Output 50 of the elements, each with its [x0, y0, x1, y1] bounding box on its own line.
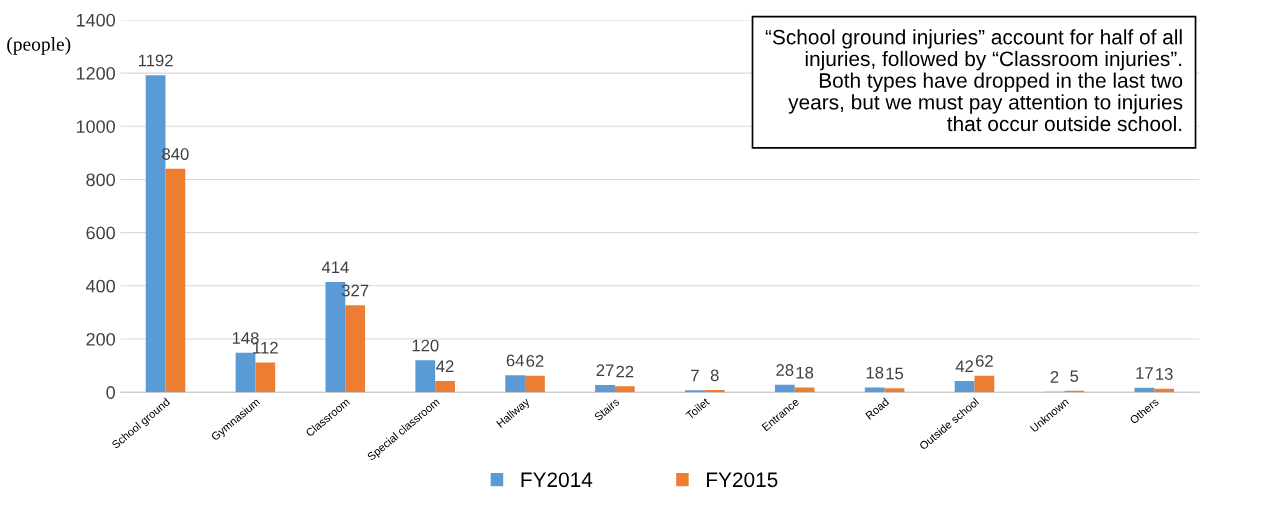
y-axis-title: (people)	[7, 37, 71, 55]
bar	[864, 387, 885, 393]
data-label: 42	[436, 360, 454, 373]
bar	[435, 381, 455, 393]
bar	[794, 387, 815, 393]
data-label: 62	[975, 355, 993, 367]
bar	[345, 305, 366, 393]
bar	[255, 362, 276, 393]
bar	[614, 386, 635, 393]
bar	[954, 381, 975, 393]
bar	[884, 388, 905, 393]
y-tick-label: 600	[86, 226, 115, 240]
data-label: 13	[1156, 368, 1173, 380]
y-tick-label: 1000	[76, 120, 115, 133]
data-label: 2	[1050, 371, 1059, 383]
bar	[704, 390, 725, 393]
bar	[974, 375, 995, 393]
legend-label: FY2015	[707, 472, 778, 488]
data-label: 18	[866, 366, 884, 379]
bar	[595, 385, 615, 393]
data-label: 7	[691, 369, 699, 382]
bar	[415, 360, 436, 393]
bar	[165, 168, 186, 393]
bar	[505, 375, 526, 393]
y-tick-label: 800	[86, 173, 115, 187]
y-tick-label: 400	[85, 279, 115, 293]
data-label: 62	[526, 355, 544, 367]
data-label: 5	[1070, 370, 1079, 383]
data-label: 8	[710, 369, 719, 382]
data-label: 18	[796, 366, 814, 379]
bar	[525, 375, 545, 393]
data-label: 28	[776, 364, 794, 376]
data-label: 414	[321, 261, 349, 274]
y-tick-label: 0	[106, 386, 115, 399]
data-label: 22	[616, 365, 634, 378]
annotation: “School ground injuries” account for half of all injuries, followed by “Classroom injuries”. Both types have dropped in the last two years, but we must pay attention to injuries that occur outside school.	[765, 29, 1183, 132]
bar	[774, 384, 795, 393]
bar	[235, 352, 256, 393]
data-label: 27	[596, 364, 614, 376]
data-label: 17	[1136, 367, 1153, 379]
data-label: 15	[886, 367, 904, 380]
y-tick-label: 1400	[76, 13, 115, 27]
y-tick-label: 200	[86, 332, 115, 346]
y-tick-label: 1200	[76, 67, 115, 80]
bar	[1134, 387, 1155, 393]
data-label: 42	[955, 360, 974, 373]
data-label: 64	[506, 354, 524, 367]
legend-label: FY2014	[521, 472, 593, 488]
data-label: 120	[412, 339, 439, 352]
data-label: 1192	[138, 54, 173, 67]
